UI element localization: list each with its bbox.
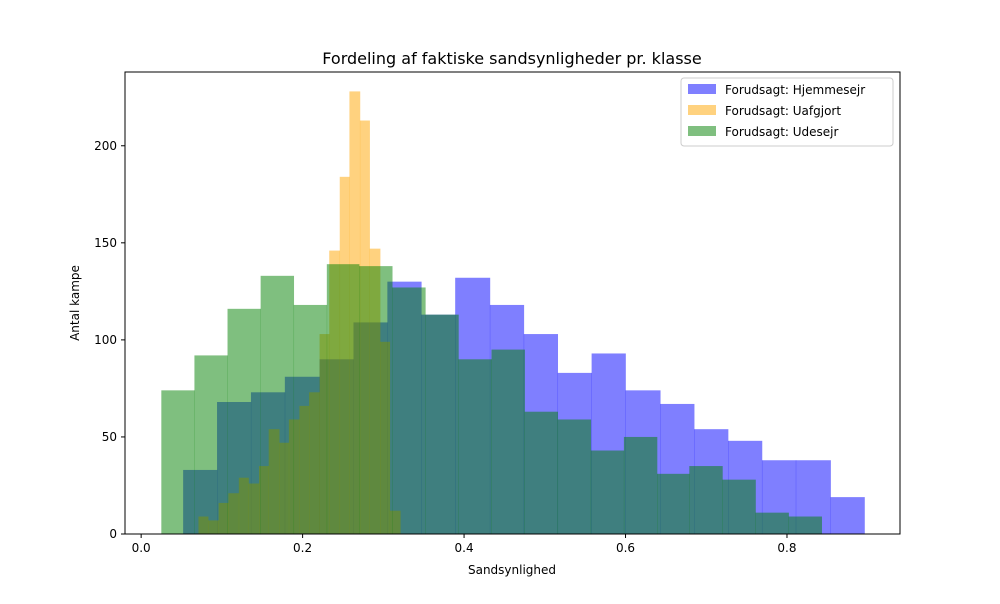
series-3-bar-20 xyxy=(788,516,822,534)
x-tick-label: 0.8 xyxy=(777,541,796,555)
series-3-bar-9 xyxy=(425,314,459,534)
series-3-bar-11 xyxy=(491,349,525,534)
y-tick-label: 50 xyxy=(102,430,117,444)
series-3-bar-5 xyxy=(293,304,328,534)
series-3-bar-4 xyxy=(260,275,295,534)
y-tick-label: 200 xyxy=(94,139,117,153)
legend-box xyxy=(680,77,894,147)
series-3-bar-2 xyxy=(194,355,228,534)
series-3-bar-16 xyxy=(657,473,690,534)
legend-label-1: Forudsagt: Hjemmesejr xyxy=(725,83,865,97)
series-3-bar-15 xyxy=(623,436,658,534)
series-3-bar-12 xyxy=(524,411,559,534)
series-3-bar-18 xyxy=(722,479,756,534)
series-3-bar-6 xyxy=(326,264,360,534)
series-3-bar-8 xyxy=(392,287,426,534)
series-3-bar-7 xyxy=(359,266,393,534)
x-tick-label: 0.2 xyxy=(293,541,312,555)
legend-swatch-1 xyxy=(688,84,716,94)
y-tick-label: 150 xyxy=(94,236,117,250)
legend: Forudsagt: Hjemmesejr Forudsagt: Uafgjort… xyxy=(680,77,894,147)
legend-label-2: Forudsagt: Uafgjort xyxy=(725,104,841,118)
series-3-bar-3 xyxy=(227,308,261,534)
plot-frame xyxy=(124,71,901,535)
y-tick-label: 0 xyxy=(109,527,117,541)
x-axis-title: Sandsynlighed xyxy=(468,563,556,577)
series-3-bar-1 xyxy=(161,390,195,534)
legend-swatch-3 xyxy=(688,126,716,136)
x-tick-label: 0.0 xyxy=(132,541,151,555)
y-axis-title: Antal kampe xyxy=(68,265,82,341)
y-axis: 0 50 100 150 200 xyxy=(94,139,125,541)
series-3-bar-14 xyxy=(590,450,625,534)
series-3-bar-13 xyxy=(557,419,592,534)
series-3 xyxy=(161,264,822,534)
series-3-bar-17 xyxy=(689,466,723,534)
legend-swatch-2 xyxy=(688,105,716,115)
bars-layer xyxy=(161,91,865,534)
series-3-bar-19 xyxy=(755,512,789,534)
chart-title: Fordeling af faktiske sandsynligheder pr… xyxy=(322,49,701,68)
legend-label-3: Forudsagt: Udesejr xyxy=(725,125,839,139)
series-1-bar-20 xyxy=(830,497,865,534)
x-axis: 0.0 0.2 0.4 0.6 0.8 xyxy=(132,534,797,555)
series-3-bar-10 xyxy=(458,359,492,534)
x-tick-label: 0.4 xyxy=(455,541,474,555)
y-tick-label: 100 xyxy=(94,333,117,347)
x-tick-label: 0.6 xyxy=(616,541,635,555)
